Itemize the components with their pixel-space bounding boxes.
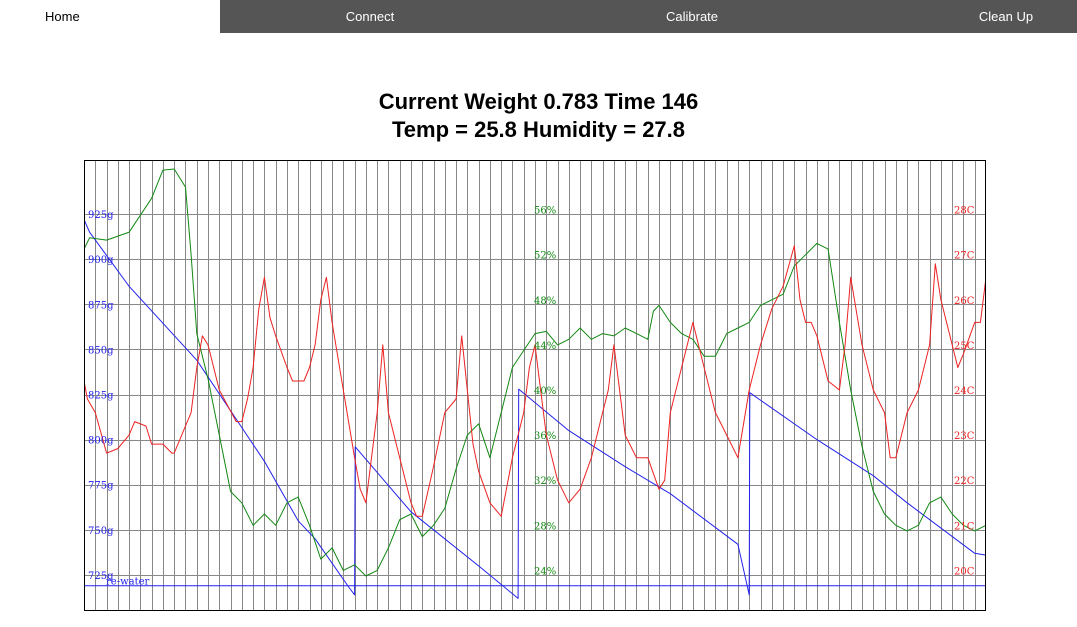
nav-cleanup-link[interactable]: Clean Up	[978, 9, 1034, 24]
temperature-tick-label: 25C	[954, 341, 975, 352]
humidity-tick-label: 52%	[534, 251, 556, 262]
humidity-line	[84, 168, 986, 577]
humidity-tick-label: 56%	[534, 206, 556, 217]
temperature-tick-label: 26C	[954, 296, 975, 307]
humidity-tick-label: 32%	[534, 476, 556, 487]
temperature-tick-label: 28C	[954, 206, 975, 217]
temperature-tick-label: 24C	[954, 386, 975, 397]
weight-tick-label: 750g	[88, 526, 114, 537]
sensor-chart: 925g 900g 875g 850g 825g 800g 775g 750g 725g 56% 5…	[84, 160, 986, 611]
vertical-gridlines	[95, 160, 976, 611]
temperature-tick-label: 23C	[954, 431, 975, 442]
nav-calibrate-link[interactable]: Calibrate	[665, 9, 719, 24]
temp-humidity: Temp = 25.8 Humidity = 27.8	[391, 117, 686, 142]
status-headline: Current Weight 0.783 Time 146 Temp = 25.…	[0, 88, 1077, 144]
humidity-tick-label: 44%	[534, 341, 556, 352]
navbar: Home Connect Calibrate Clean Up	[0, 0, 1077, 33]
weight-tick-label: 725g	[88, 571, 114, 582]
nav-bar-dark: Connect Calibrate Clean Up	[220, 0, 1077, 33]
humidity-tick-label: 48%	[534, 296, 556, 307]
current-weight-time: Current Weight 0.783 Time 146	[378, 89, 699, 114]
nav-home-link[interactable]: Home	[0, 0, 220, 33]
weight-tick-label: 800g	[88, 436, 114, 447]
horizontal-gridlines	[84, 214, 986, 576]
axis-labels: 925g 900g 875g 850g 825g 800g 775g 750g 725g 56% 5…	[88, 206, 975, 588]
humidity-tick-label: 24%	[534, 566, 556, 577]
weight-tick-label: 925g	[88, 210, 114, 221]
temperature-tick-label: 22C	[954, 476, 975, 487]
weight-tick-label: 850g	[88, 345, 114, 356]
temperature-line	[84, 245, 986, 517]
temperature-tick-label: 21C	[954, 521, 975, 532]
weight-tick-label: 775g	[88, 481, 114, 492]
weight-tick-label: 900g	[88, 255, 114, 266]
weight-line	[84, 219, 986, 599]
nav-connect-link[interactable]: Connect	[345, 9, 395, 24]
humidity-tick-label: 40%	[534, 386, 556, 397]
humidity-tick-label: 36%	[534, 431, 556, 442]
sensor-chart-svg: 925g 900g 875g 850g 825g 800g 775g 750g 725g 56% 5…	[84, 160, 986, 611]
chart-series	[84, 168, 986, 599]
rewater-threshold-label: re-water	[106, 577, 150, 588]
temperature-tick-label: 27C	[954, 251, 975, 262]
weight-tick-label: 825g	[88, 391, 114, 402]
temperature-tick-label: 20C	[954, 566, 975, 577]
humidity-tick-label: 28%	[534, 521, 556, 532]
weight-tick-label: 875g	[88, 300, 114, 311]
chart-frame	[84, 160, 986, 611]
